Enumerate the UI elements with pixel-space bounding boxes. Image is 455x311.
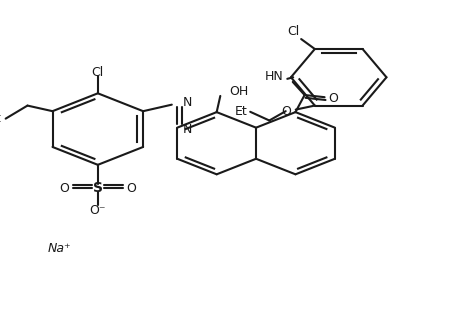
Text: O: O: [282, 105, 292, 118]
Text: OH: OH: [229, 86, 249, 98]
Text: O: O: [328, 92, 338, 105]
Text: Cl: Cl: [92, 66, 104, 79]
Text: N: N: [183, 96, 192, 109]
Text: Et: Et: [235, 105, 248, 118]
Text: O⁻: O⁻: [90, 204, 106, 217]
Text: HN: HN: [265, 70, 283, 83]
Text: N: N: [183, 123, 192, 136]
Text: S: S: [93, 181, 103, 195]
Text: Cl: Cl: [287, 25, 299, 38]
Text: Na⁺: Na⁺: [48, 242, 71, 255]
Text: O: O: [126, 182, 136, 195]
Text: O: O: [59, 182, 69, 195]
Text: Et: Et: [0, 112, 1, 124]
